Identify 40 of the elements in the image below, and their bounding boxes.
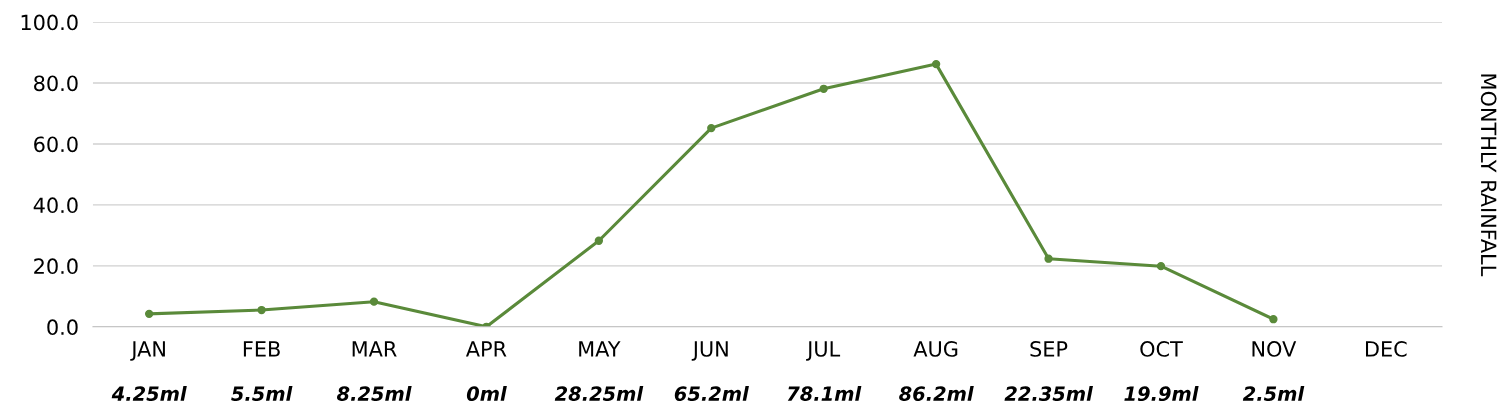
data-label: 5.5ml: [231, 385, 293, 401]
data-label: 78.1ml: [787, 385, 862, 401]
data-label: 0ml: [466, 385, 507, 401]
point: [1269, 315, 1278, 324]
point: [931, 59, 941, 69]
x-tick-label: MAR: [352, 341, 397, 357]
point: [707, 123, 716, 133]
data-label: 65.2ml: [674, 385, 749, 401]
y-tick-label: 60.0: [34, 136, 78, 153]
x-tick-label: NOV: [1252, 341, 1297, 357]
point: [369, 297, 379, 306]
x-tick-label: AUG: [913, 341, 958, 357]
y-tick-label: 80.0: [34, 75, 78, 92]
point: [257, 305, 266, 315]
data-label: 4.25ml: [111, 385, 187, 401]
y-tick-label: 100.0: [21, 14, 78, 31]
y-axis-title: MONTHLY RAINFALL: [1480, 74, 1497, 277]
y-tick-label: 0.0: [47, 319, 78, 336]
x-tick-label: SEP: [1030, 341, 1068, 357]
data-label: 2.5ml: [1242, 385, 1305, 401]
point: [819, 84, 828, 93]
y-tick-label: 20.0: [34, 258, 78, 275]
data-label: 22.35ml: [1004, 385, 1093, 401]
x-tick-label: JUL: [806, 341, 841, 361]
point: [1156, 262, 1166, 271]
point: [1044, 254, 1053, 263]
data-label: 19.9ml: [1124, 385, 1199, 401]
x-tick-label: JAN: [130, 341, 165, 361]
x-tick-label: MAY: [579, 341, 621, 357]
x-tick-label: FEB: [243, 341, 280, 357]
data-label: 28.25ml: [554, 385, 644, 401]
data-label: 86.2ml: [899, 385, 974, 401]
y-tick-label: 40.0: [33, 197, 78, 214]
x-tick-label: APR: [465, 341, 507, 357]
x-tick-label: JUN: [691, 341, 728, 361]
data-label: 8.25ml: [336, 385, 412, 401]
point: [144, 309, 154, 319]
point: [594, 236, 604, 245]
x-tick-label: DEC: [1365, 341, 1407, 357]
x-tick-label: OCT: [1140, 341, 1183, 357]
